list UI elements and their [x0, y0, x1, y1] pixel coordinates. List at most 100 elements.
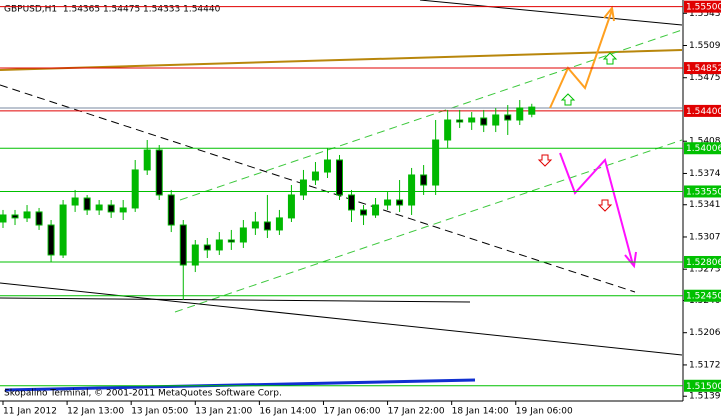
- y-tick-label: 1.51390: [689, 392, 721, 402]
- level-label: 1.52806: [686, 258, 721, 268]
- candle-body: [83, 197, 91, 211]
- candle-body: [179, 224, 187, 266]
- trend-line: [0, 84, 636, 293]
- level-label-box: [684, 185, 721, 198]
- candle-body: [23, 211, 31, 219]
- candle-body: [95, 204, 103, 211]
- x-tick-label: 12 Jan 13:00: [67, 407, 124, 417]
- level-label: 1.53550: [686, 187, 721, 197]
- level-label-box: [684, 255, 721, 268]
- level-label-box: [684, 0, 721, 13]
- level-label-box: [684, 289, 721, 302]
- y-tick-label: 1.51720: [689, 360, 721, 370]
- candle-body: [408, 174, 416, 206]
- x-tick-label: 16 Jan 14:00: [259, 407, 316, 417]
- x-tick-label: 13 Jan 05:00: [131, 407, 188, 417]
- level-label-box: [684, 142, 721, 155]
- candle-body: [504, 114, 512, 121]
- x-tick-label: 19 Jan 06:00: [516, 407, 573, 417]
- candle-body: [131, 169, 139, 209]
- level-label: 1.55500: [686, 3, 721, 13]
- candle-body: [35, 211, 43, 226]
- candle-body: [323, 159, 331, 173]
- up-arrow-icon: [602, 52, 618, 65]
- candle-body: [167, 194, 175, 226]
- candle-body: [432, 139, 440, 186]
- candle-body: [311, 171, 319, 181]
- candle-body: [456, 119, 464, 123]
- chart-title: GBPUSD,H1 1.54365 1.54475 1.54333 1.5444…: [4, 5, 221, 15]
- candle-body: [251, 221, 259, 229]
- candle-body: [71, 197, 79, 206]
- candle-body: [528, 106, 536, 115]
- channel-line: [179, 29, 683, 201]
- x-tick-label: 17 Jan 22:00: [388, 407, 445, 417]
- candle-body: [444, 119, 452, 141]
- indicator-line: [4, 378, 476, 392]
- candle-body: [420, 174, 428, 186]
- copyright: Skopalino Terminal, © 2001-2011 MetaQuot…: [4, 389, 282, 399]
- candle-body: [59, 204, 67, 256]
- candle-body: [480, 117, 488, 126]
- level-label: 1.54400: [686, 107, 721, 117]
- candle-body: [468, 117, 476, 123]
- candle-body: [215, 239, 223, 251]
- level-label: 1.51500: [686, 382, 721, 392]
- candle-body: [203, 244, 211, 251]
- candle-body: [384, 199, 392, 206]
- candle-body: [119, 207, 127, 213]
- y-tick-label: 1.55090: [689, 41, 721, 51]
- trend-line: [0, 49, 683, 71]
- candle-body: [47, 224, 55, 256]
- candle-body: [155, 149, 163, 196]
- y-tick-label: 1.52060: [689, 328, 721, 338]
- arrow-head: [603, 5, 615, 22]
- candle-body: [191, 244, 199, 266]
- level-label: 1.54006: [686, 144, 721, 154]
- trend-line: [419, 0, 683, 26]
- candle-body: [372, 204, 380, 216]
- candle-body: [0, 214, 7, 223]
- projection-down: [559, 152, 634, 266]
- x-tick-label: 18 Jan 14:00: [452, 407, 509, 417]
- candle-body: [492, 114, 500, 126]
- candle-body: [107, 204, 115, 213]
- trend-line: [0, 282, 683, 356]
- arrow-head: [624, 251, 637, 269]
- candle-body: [335, 159, 343, 196]
- projection-up: [549, 9, 613, 109]
- level-label-box: [684, 379, 721, 392]
- x-tick-label: 17 Jan 06:00: [323, 407, 380, 417]
- level-label: 1.54852: [686, 64, 721, 74]
- y-tick-label: 1.53740: [689, 169, 721, 179]
- y-tick-label: 1.55430: [689, 9, 721, 19]
- candle-body: [239, 227, 247, 243]
- y-tick-label: 1.53410: [689, 200, 721, 210]
- trend-line: [0, 297, 471, 303]
- candle-body: [11, 214, 19, 219]
- x-tick-label: 13 Jan 21:00: [195, 407, 252, 417]
- y-tick-label: 1.54080: [689, 137, 721, 147]
- drawings: [0, 0, 683, 392]
- level-label-box: [684, 104, 721, 117]
- level-label-box: [684, 62, 721, 75]
- candle-body: [227, 239, 235, 243]
- candle-body: [275, 217, 283, 231]
- down-arrow-icon: [597, 199, 613, 212]
- candle-body: [396, 199, 404, 206]
- candle-body: [299, 179, 307, 196]
- down-arrow-icon: [537, 154, 553, 167]
- candle-body: [143, 149, 151, 171]
- level-label: 1.52450: [686, 292, 721, 302]
- candle-body: [348, 194, 356, 211]
- candle-body: [287, 194, 295, 219]
- candle-body: [516, 107, 524, 121]
- y-tick-label: 1.53070: [689, 232, 721, 242]
- up-arrow-icon: [560, 93, 576, 106]
- candle-body: [263, 221, 271, 231]
- y-tick-label: 1.52730: [689, 265, 721, 275]
- candle-body: [360, 209, 368, 216]
- x-tick-label: 11 Jan 2012: [3, 407, 57, 417]
